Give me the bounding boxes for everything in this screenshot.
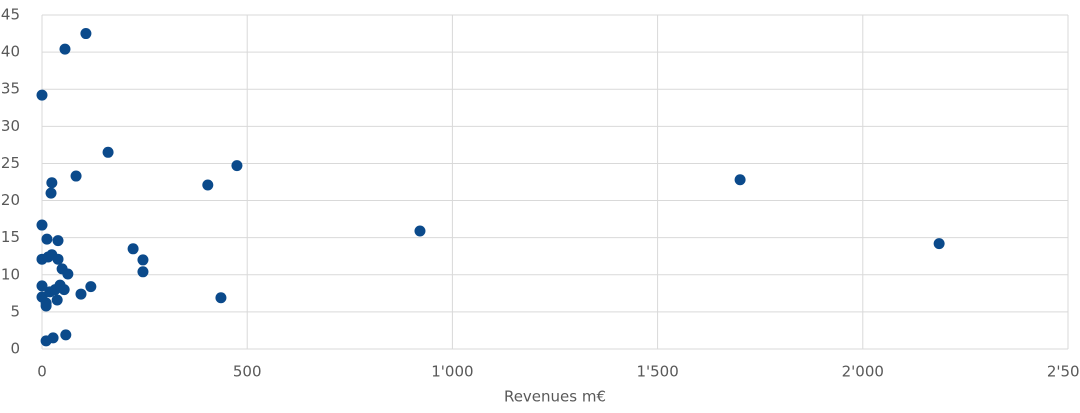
point	[45, 187, 57, 199]
point	[40, 300, 52, 312]
x-tick-label: 1'000	[431, 363, 473, 381]
point	[137, 254, 149, 266]
point	[75, 288, 87, 300]
y-tick-label: 10	[1, 265, 20, 283]
y-tick-label: 25	[1, 154, 20, 172]
point	[52, 253, 64, 265]
x-tick-label: 2'500	[1047, 363, 1080, 381]
point	[231, 160, 243, 172]
point	[414, 225, 426, 237]
point	[102, 146, 114, 158]
point	[127, 243, 139, 255]
y-tick-label: 45	[1, 6, 20, 24]
y-tick-label: 0	[10, 340, 20, 358]
point	[734, 174, 746, 186]
point	[85, 281, 97, 293]
point	[137, 266, 149, 278]
x-tick-label: 2'000	[842, 363, 884, 381]
point	[59, 43, 71, 55]
y-tick-label: 35	[1, 80, 20, 98]
point	[46, 177, 58, 189]
point	[80, 28, 92, 40]
point	[40, 335, 52, 347]
point	[36, 280, 48, 292]
y-tick-label: 20	[1, 191, 20, 209]
y-tick-label: 5	[10, 302, 20, 320]
point	[70, 170, 82, 182]
point	[41, 233, 53, 245]
point	[215, 292, 227, 304]
point	[933, 238, 945, 250]
x-axis-label: Revenues m€	[504, 388, 606, 406]
point	[58, 284, 70, 296]
point	[36, 219, 48, 231]
point	[52, 235, 64, 247]
point	[202, 179, 214, 191]
y-tick-label: 15	[1, 228, 20, 246]
point	[62, 268, 74, 280]
point	[51, 294, 63, 306]
x-tick-label: 0	[37, 363, 47, 381]
point	[36, 89, 48, 101]
x-tick-label: 1'500	[636, 363, 678, 381]
y-tick-label: 40	[1, 43, 20, 61]
y-tick-label: 30	[1, 117, 20, 135]
x-tick-label: 500	[233, 363, 262, 381]
point	[60, 329, 72, 341]
